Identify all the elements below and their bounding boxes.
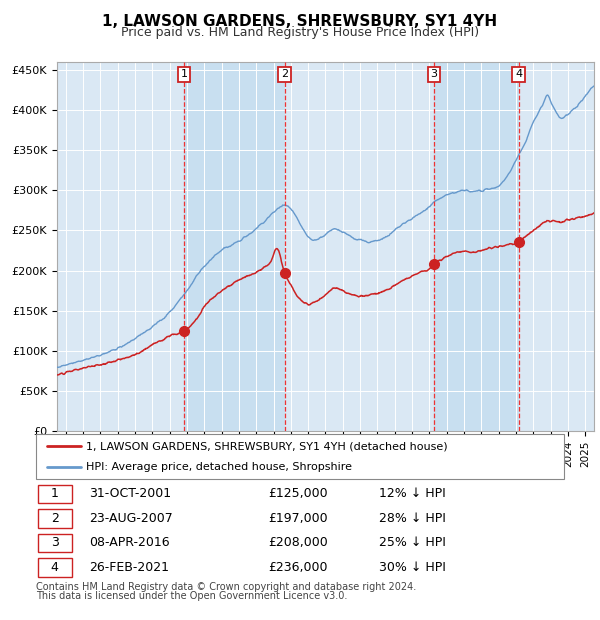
Text: £208,000: £208,000	[268, 536, 328, 549]
Text: 25% ↓ HPI: 25% ↓ HPI	[379, 536, 446, 549]
Text: Price paid vs. HM Land Registry's House Price Index (HPI): Price paid vs. HM Land Registry's House …	[121, 26, 479, 39]
Text: 26-FEB-2021: 26-FEB-2021	[89, 561, 169, 574]
Text: 1: 1	[51, 487, 59, 500]
Text: Contains HM Land Registry data © Crown copyright and database right 2024.: Contains HM Land Registry data © Crown c…	[36, 582, 416, 591]
FancyBboxPatch shape	[38, 485, 72, 503]
Bar	[57, 62, 184, 431]
Bar	[184, 62, 284, 431]
Text: 31-OCT-2001: 31-OCT-2001	[89, 487, 171, 500]
Text: 3: 3	[51, 536, 59, 549]
Text: 1, LAWSON GARDENS, SHREWSBURY, SY1 4YH (detached house): 1, LAWSON GARDENS, SHREWSBURY, SY1 4YH (…	[86, 441, 448, 451]
Text: This data is licensed under the Open Government Licence v3.0.: This data is licensed under the Open Gov…	[36, 591, 347, 601]
Text: 1: 1	[181, 69, 187, 79]
Text: £125,000: £125,000	[268, 487, 328, 500]
Bar	[519, 62, 594, 431]
Text: HPI: Average price, detached house, Shropshire: HPI: Average price, detached house, Shro…	[86, 461, 352, 472]
Text: 2: 2	[281, 69, 288, 79]
Text: £197,000: £197,000	[268, 512, 328, 525]
Bar	[434, 62, 519, 431]
FancyBboxPatch shape	[38, 534, 72, 552]
Text: £236,000: £236,000	[268, 561, 328, 574]
Text: 30% ↓ HPI: 30% ↓ HPI	[379, 561, 446, 574]
FancyBboxPatch shape	[38, 558, 72, 577]
Text: 4: 4	[515, 69, 523, 79]
Text: 12% ↓ HPI: 12% ↓ HPI	[379, 487, 446, 500]
Text: 1, LAWSON GARDENS, SHREWSBURY, SY1 4YH: 1, LAWSON GARDENS, SHREWSBURY, SY1 4YH	[103, 14, 497, 29]
Text: 4: 4	[51, 561, 59, 574]
FancyBboxPatch shape	[38, 509, 72, 528]
FancyBboxPatch shape	[36, 434, 564, 479]
Text: 23-AUG-2007: 23-AUG-2007	[89, 512, 173, 525]
Text: 3: 3	[431, 69, 437, 79]
Bar	[284, 62, 434, 431]
Text: 08-APR-2016: 08-APR-2016	[89, 536, 169, 549]
Text: 28% ↓ HPI: 28% ↓ HPI	[379, 512, 446, 525]
Text: 2: 2	[51, 512, 59, 525]
